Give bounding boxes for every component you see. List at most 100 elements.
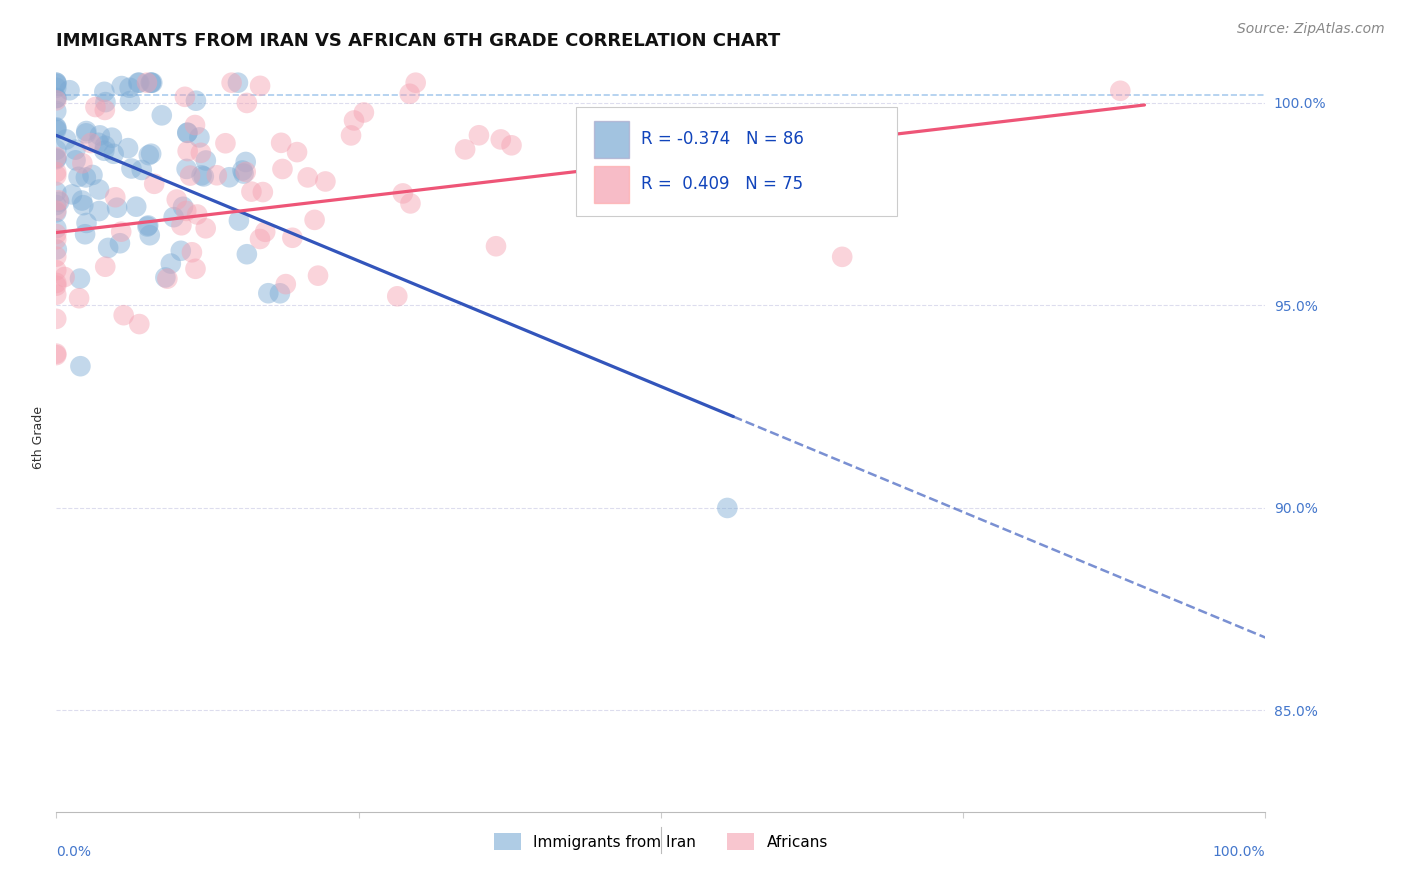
Point	[93, 144, 115, 158]
Point	[274, 277, 297, 292]
Point	[45, 311, 67, 326]
Point	[231, 163, 253, 178]
Text: IMMIGRANTS FROM IRAN VS AFRICAN 6TH GRADE CORRELATION CHART: IMMIGRANTS FROM IRAN VS AFRICAN 6TH GRAD…	[56, 32, 780, 50]
Point	[45, 263, 67, 277]
Point	[271, 161, 294, 176]
Point	[139, 228, 162, 243]
Point	[65, 153, 87, 168]
Point	[58, 83, 80, 97]
Point	[67, 291, 90, 305]
Point	[94, 138, 117, 153]
Point	[136, 76, 159, 90]
Point	[193, 169, 215, 184]
Point	[285, 145, 308, 160]
Point	[485, 239, 508, 253]
Point	[127, 76, 149, 90]
Point	[67, 169, 90, 184]
Point	[89, 128, 111, 143]
Point	[65, 143, 87, 157]
Point	[353, 105, 375, 120]
Point	[214, 136, 236, 151]
Point	[405, 76, 427, 90]
Point	[105, 201, 128, 215]
Point	[228, 213, 250, 227]
Point	[141, 146, 163, 161]
Point	[45, 103, 67, 118]
Point	[307, 268, 329, 283]
Point	[141, 76, 163, 90]
Point	[45, 94, 67, 108]
Point	[75, 227, 97, 242]
Point	[55, 132, 77, 146]
Point	[128, 76, 150, 90]
Point	[176, 126, 198, 140]
Point	[831, 250, 853, 264]
Point	[695, 116, 717, 130]
Point	[45, 143, 67, 157]
Point	[270, 136, 292, 150]
Point	[138, 148, 160, 162]
Point	[45, 151, 67, 165]
Point	[75, 170, 97, 185]
Point	[221, 76, 243, 90]
Point	[172, 200, 194, 214]
Point	[159, 257, 181, 271]
Point	[84, 100, 107, 114]
Point	[136, 219, 159, 234]
Point	[281, 231, 304, 245]
Point	[93, 85, 115, 99]
Point	[45, 227, 67, 241]
Point	[194, 221, 217, 235]
Point	[76, 216, 98, 230]
Point	[48, 194, 70, 209]
Point	[45, 91, 67, 105]
Point	[72, 156, 94, 170]
Point	[392, 186, 415, 201]
Point	[87, 136, 110, 150]
Point	[163, 210, 186, 224]
Point	[125, 200, 148, 214]
Point	[69, 271, 91, 285]
Point	[131, 163, 153, 178]
Point	[143, 177, 166, 191]
Point	[136, 219, 159, 233]
Point	[139, 76, 162, 90]
Point	[80, 136, 103, 150]
Point	[45, 123, 67, 137]
Point	[75, 126, 97, 140]
Point	[155, 270, 177, 285]
Point	[45, 198, 67, 212]
Point	[45, 76, 67, 90]
Point	[194, 153, 217, 168]
Point	[45, 76, 67, 90]
Point	[104, 190, 127, 204]
Point	[166, 193, 188, 207]
FancyBboxPatch shape	[595, 166, 630, 202]
Point	[45, 287, 67, 301]
Point	[72, 198, 94, 212]
FancyBboxPatch shape	[576, 107, 897, 216]
Point	[174, 90, 197, 104]
Point	[45, 165, 67, 179]
Point	[249, 78, 271, 93]
Point	[188, 130, 211, 145]
Point	[45, 203, 67, 218]
Point	[236, 247, 259, 261]
Point	[174, 203, 197, 218]
Point	[180, 245, 202, 260]
Point	[45, 185, 67, 199]
Point	[236, 95, 259, 110]
Point	[97, 241, 120, 255]
Point	[184, 94, 207, 108]
Point	[170, 244, 193, 258]
Point	[398, 87, 420, 101]
Point	[468, 128, 491, 143]
Point	[716, 500, 738, 515]
Text: 100.0%: 100.0%	[1213, 846, 1265, 859]
Text: R =  0.409   N = 75: R = 0.409 N = 75	[641, 175, 804, 194]
Point	[257, 286, 280, 301]
Point	[45, 120, 67, 135]
Point	[235, 165, 257, 179]
Point	[314, 174, 336, 188]
Point	[218, 170, 240, 185]
